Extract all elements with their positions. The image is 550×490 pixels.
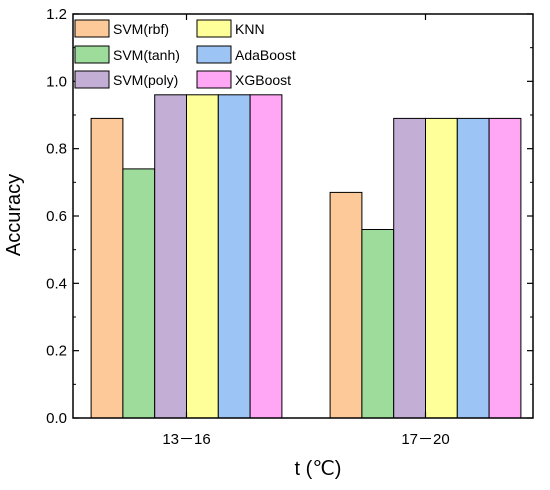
- y-tick-label: 0.8: [46, 141, 67, 158]
- y-tick-label: 1.0: [46, 73, 67, 90]
- legend-label-svm-tanh: SVM(tanh): [113, 47, 180, 63]
- y-tick-label: 0.6: [46, 208, 67, 225]
- legend-label-svm-poly: SVM(poly): [113, 72, 178, 88]
- legend-swatch-knn: [196, 19, 232, 38]
- legend-label-knn: KNN: [235, 21, 265, 37]
- legend-label-adaboost: AdaBoost: [235, 47, 296, 63]
- legend-swatch-adaboost: [196, 45, 232, 64]
- bar-knn-1: [186, 94, 219, 419]
- bar-svm-rbf--1: [90, 117, 124, 419]
- bar-xgboost-2: [488, 117, 522, 419]
- bar-svm-rbf--2: [329, 191, 363, 419]
- legend: SVM(rbf) SVM(tanh) SVM(poly) KNN AdaBoost XGB…: [74, 19, 296, 89]
- legend-swatch-xgboost: [196, 70, 232, 89]
- axes-group: 0.0 0.2 0.4 0.6 0.8 1.0 1.2 13－16 17－20: [46, 6, 534, 448]
- y-tick-label: 0.4: [46, 275, 67, 292]
- bar-adaboost-2: [456, 117, 490, 419]
- x-tick-label: 13－16: [162, 431, 210, 448]
- y-tick-label: 0.2: [46, 343, 67, 360]
- legend-label-svm-rbf: SVM(rbf): [113, 21, 169, 37]
- legend-swatch-svm-rbf: [74, 19, 110, 38]
- bar-svm-tanh--2: [361, 229, 395, 419]
- bars-group: [90, 94, 522, 419]
- bar-svm-poly--1: [154, 94, 187, 419]
- bar-xgboost-1: [249, 94, 283, 419]
- bar-svm-poly--2: [393, 117, 427, 419]
- bar-knn-2: [425, 117, 458, 419]
- legend-label-xgboost: XGBoost: [235, 72, 291, 88]
- x-tick-label: 17－20: [401, 431, 449, 448]
- legend-swatch-svm-poly: [74, 70, 110, 89]
- y-tick-label: 1.2: [46, 6, 67, 23]
- x-axis-title: t (℃): [295, 458, 342, 480]
- legend-swatch-svm-tanh: [74, 45, 110, 64]
- bar-adaboost-1: [217, 94, 251, 419]
- y-axis-title: Accuracy: [3, 174, 25, 256]
- y-tick-label: 0.0: [46, 410, 67, 427]
- bar-svm-tanh--1: [122, 168, 156, 419]
